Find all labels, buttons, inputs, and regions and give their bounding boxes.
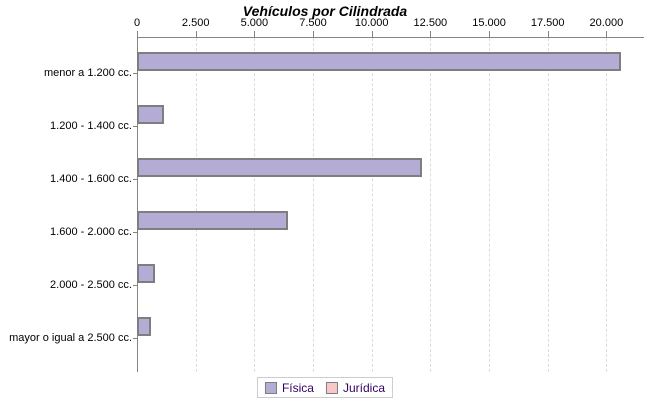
x-tick-label: 2.500 [181,17,210,29]
category-label: mayor o igual a 2.500 cc. [9,332,132,344]
x-gridline [547,38,549,372]
x-tick-label: 7.500 [299,17,327,29]
legend-item: Jurídica [325,380,386,395]
category-label: menor a 1.200 cc. [43,67,132,79]
x-gridline [313,38,315,372]
legend-label: Física [281,380,314,395]
x-tick-mark [606,31,608,37]
x-tick-mark [547,31,549,37]
x-tick-label: 17.500 [530,17,565,29]
legend-swatch-icon [264,381,277,394]
fisica-bar [137,264,155,283]
y-tick-mark [133,73,137,74]
legend-swatch-icon [325,381,338,394]
fisica-bar [137,52,621,71]
y-axis-line [137,37,138,372]
category-label: 1.400 - 1.600 cc. [50,173,132,185]
x-tick-mark [313,31,315,37]
x-tick-mark [371,31,373,37]
category-label: 1.600 - 2.000 cc. [50,226,132,238]
x-tick-label: 15.000 [472,17,506,29]
x-gridline [489,38,491,372]
legend-item: Física [264,380,314,395]
x-axis-line [137,37,644,38]
y-tick-mark [133,285,137,286]
fisica-bar [137,105,164,124]
category-label: 2.000 - 2.500 cc. [50,279,132,291]
x-tick-mark [254,31,256,37]
category-label: 1.200 - 1.400 cc. [50,120,132,132]
legend-label: Jurídica [342,380,386,395]
fisica-bar [137,158,422,177]
x-tick-label: 10.000 [354,17,389,29]
x-tick-label: 0 [133,17,141,29]
x-tick-label: 5.000 [240,17,269,29]
fisica-bar [137,211,288,230]
y-tick-mark [133,232,137,233]
x-gridline [606,38,608,372]
x-gridline [254,38,256,372]
x-gridline [371,38,373,372]
x-tick-mark [137,31,138,37]
x-gridline [430,38,432,372]
x-tick-label: 12.500 [413,17,448,29]
x-tick-label: 20.000 [589,17,624,29]
fisica-bar [137,317,151,336]
y-tick-mark [133,338,137,339]
x-tick-mark [489,31,491,37]
y-tick-mark [133,126,137,127]
legend: Física Jurídica [256,377,394,398]
x-tick-mark [195,31,197,37]
chart-title: Vehículos por Cilindrada [242,3,408,19]
x-tick-mark [430,31,432,37]
y-tick-mark [133,179,137,180]
x-gridline [195,38,197,372]
